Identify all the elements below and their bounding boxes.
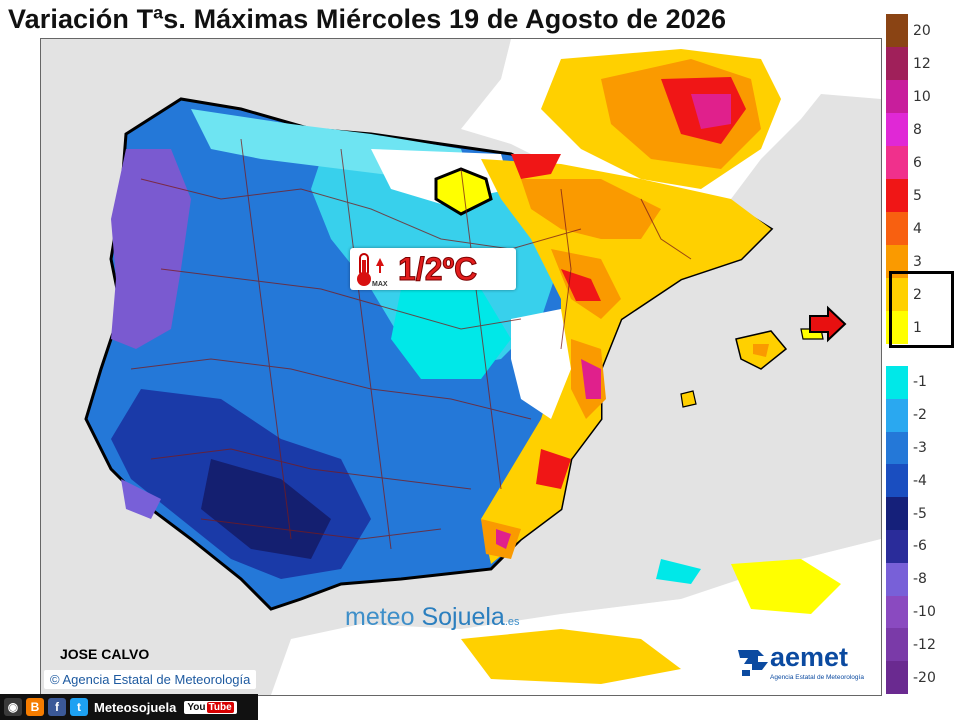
map-title: Variación Tªs. Máximas Miércoles 19 de A… (8, 4, 727, 34)
legend-label: 20 (913, 22, 931, 39)
legend-label: -2 (913, 407, 927, 424)
legend-swatch (886, 497, 908, 530)
social-bar: ◉ B f t Meteosojuela You Tube (0, 694, 258, 720)
watermark-suffix: .es (504, 616, 520, 628)
legend-swatch (886, 146, 908, 179)
legend-label: -8 (913, 571, 927, 588)
legend-label: -10 (913, 604, 936, 620)
thermometer-max-icon: MAX (357, 253, 388, 288)
agency-credit: © Agencia Estatal de Meteorología (44, 670, 257, 689)
color-scale-legend: 20 12 10 8 6 5 4 3 2 1 -1 -2 -3 -4 -5 -6 -8 -10 -12 -20 (886, 14, 958, 694)
legend-swatch (886, 80, 908, 113)
legend-swatch (886, 628, 908, 662)
arrow-right-icon (809, 305, 847, 343)
aemet-logo: aemet Agencia Estatal de Meteorología (730, 636, 876, 690)
legend-label: -1 (913, 374, 927, 391)
aemet-logo-name: aemet (770, 642, 849, 672)
aemet-emblem-icon (738, 650, 768, 676)
legend-label: -3 (913, 440, 927, 456)
variation-callout: MAX 1/2ºC (350, 248, 516, 290)
legend-label: 5 (913, 187, 922, 204)
legend-swatch (886, 398, 908, 432)
facebook-icon[interactable]: f (48, 698, 66, 716)
twitter-icon[interactable]: t (70, 698, 88, 716)
legend-label: 10 (913, 88, 931, 105)
camera-icon[interactable]: ◉ (4, 698, 22, 716)
social-handle[interactable]: Meteosojuela (94, 699, 177, 715)
temperature-map (40, 38, 882, 696)
legend-label: -6 (913, 538, 927, 555)
meteosojuela-watermark: meteo Sojuela.es (345, 603, 520, 632)
legend-swatch (886, 113, 908, 146)
variation-value: 1/2ºC (397, 250, 478, 287)
legend-swatch (886, 562, 908, 596)
youtube-you: You (187, 701, 206, 713)
legend-label: 8 (913, 121, 922, 138)
legend-swatch (886, 464, 908, 498)
legend-label: 6 (913, 154, 922, 171)
blogger-icon[interactable]: B (26, 698, 44, 716)
legend-swatch (886, 595, 908, 629)
legend-label: 3 (913, 253, 922, 270)
legend-swatch (886, 661, 908, 694)
watermark-part1: meteo (345, 603, 415, 631)
legend-label: -12 (913, 636, 936, 653)
thermometer-max-label: MAX (372, 281, 388, 288)
legend-highlight-box (889, 271, 954, 348)
legend-swatch (886, 212, 908, 245)
iberia-map-graphic (41, 39, 881, 695)
legend-label: -4 (913, 472, 927, 489)
legend-label: 4 (913, 220, 922, 237)
legend-label: 2 (913, 286, 922, 303)
legend-label: -5 (913, 505, 927, 522)
youtube-tube: Tube (206, 701, 234, 713)
legend-swatch (886, 47, 908, 80)
legend-swatch (886, 179, 908, 212)
legend-swatch (886, 245, 908, 278)
legend-label: 12 (913, 55, 931, 72)
author-name: JOSE CALVO (60, 646, 150, 662)
legend-swatch (886, 366, 908, 399)
legend-label: -20 (913, 669, 936, 686)
legend-swatch (886, 14, 908, 47)
watermark-part2: Sojuela (421, 603, 505, 631)
legend-label: 1 (913, 319, 922, 336)
legend-swatch (886, 530, 908, 563)
youtube-icon[interactable]: You Tube (184, 700, 237, 714)
legend-swatch (886, 431, 908, 465)
aemet-logo-subtitle: Agencia Estatal de Meteorología (770, 674, 864, 681)
